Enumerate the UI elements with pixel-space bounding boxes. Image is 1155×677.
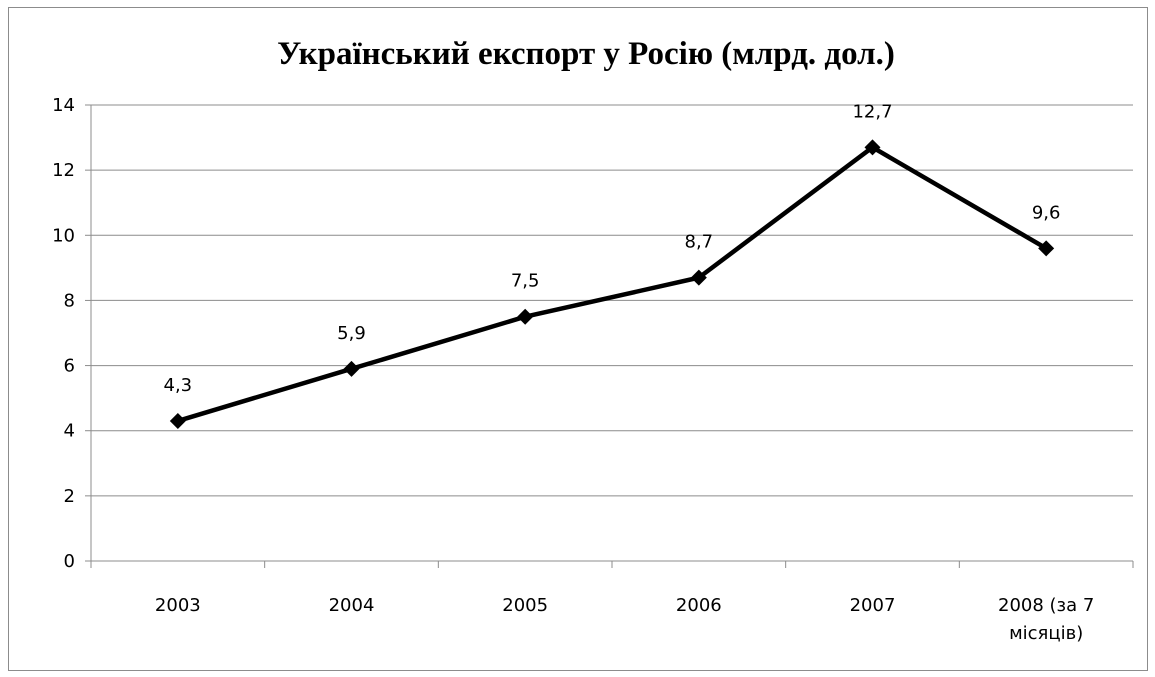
x-tick-label: 2006 — [676, 595, 722, 616]
x-tick-label-line: 2005 — [502, 595, 548, 616]
x-axis-ticks: 2003 2004 2005 2006 2007 2008 (за 7 місяців) — [155, 595, 1094, 644]
series-line — [177, 145, 1048, 424]
data-point-marker — [864, 139, 881, 156]
y-tick-label: 4 — [64, 421, 75, 442]
y-tick-label: 14 — [52, 95, 75, 116]
y-axis-ticks: 0 2 4 6 8 10 12 14 — [52, 95, 75, 572]
y-tick-label: 6 — [64, 356, 75, 377]
data-label: 9,6 — [1032, 202, 1061, 223]
data-point-marker — [690, 269, 707, 286]
data-label: 8,7 — [685, 232, 714, 253]
data-point-marker — [517, 308, 534, 325]
series-line — [169, 139, 1055, 429]
x-tick-label: 2005 — [502, 595, 548, 616]
data-label: 4,3 — [164, 375, 193, 396]
chart-title: Український експорт у Росію (млрд. дол.) — [277, 36, 895, 72]
y-tick-label: 2 — [64, 486, 75, 507]
data-point-marker — [1038, 240, 1055, 257]
axes — [85, 104, 1134, 568]
x-tick-label-line: місяців) — [1009, 623, 1083, 644]
gridlines — [91, 104, 1133, 497]
chart-frame — [8, 7, 1148, 671]
data-labels: 4,3 5,9 7,5 8,7 12,7 9,6 — [164, 101, 1061, 396]
y-tick-label: 8 — [64, 290, 75, 311]
x-tick-label: 2007 — [850, 595, 896, 616]
data-point-marker — [169, 412, 186, 429]
x-tick-label: 2008 (за 7 місяців) — [998, 595, 1094, 644]
x-tick-label-line: 2008 (за 7 — [998, 595, 1094, 616]
data-label: 12,7 — [852, 101, 892, 122]
y-tick-label: 12 — [52, 160, 75, 181]
x-tick-label-line: 2004 — [329, 595, 375, 616]
data-point-marker — [343, 360, 360, 377]
data-label: 7,5 — [511, 271, 540, 292]
data-label: 5,9 — [337, 323, 366, 344]
x-tick-label: 2003 — [155, 595, 201, 616]
x-tick-label: 2004 — [329, 595, 375, 616]
x-tick-label-line: 2007 — [850, 595, 896, 616]
x-tick-label-line: 2003 — [155, 595, 201, 616]
y-tick-label: 10 — [52, 225, 75, 246]
y-tick-label: 0 — [64, 551, 75, 572]
x-tick-label-line: 2006 — [676, 595, 722, 616]
